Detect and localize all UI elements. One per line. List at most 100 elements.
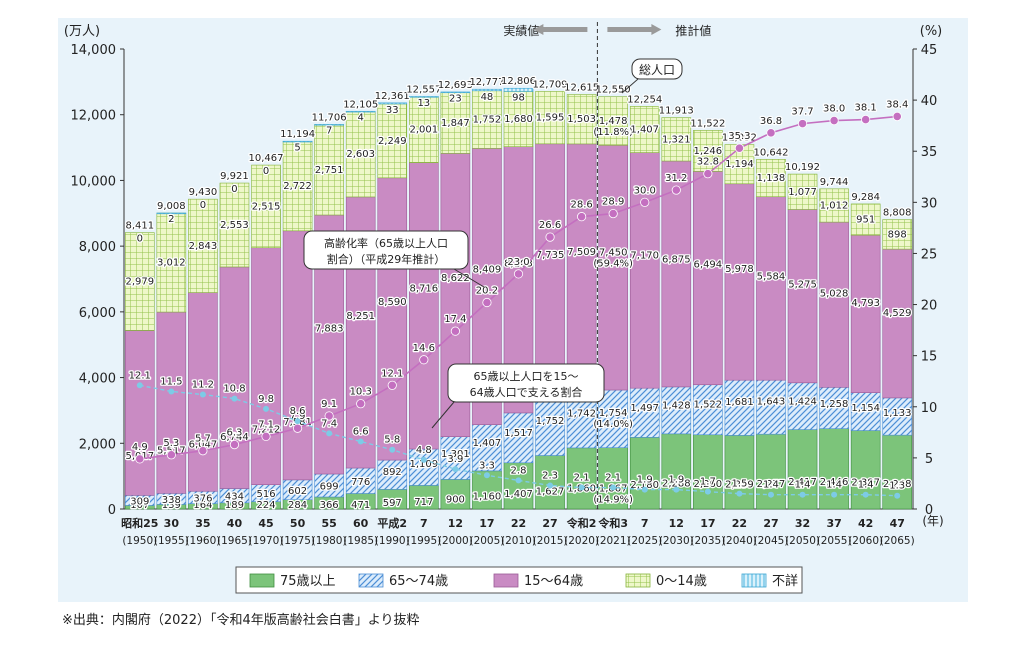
svg-text:7: 7 bbox=[326, 126, 332, 137]
svg-text:1,407: 1,407 bbox=[473, 438, 502, 449]
svg-text:9,921: 9,921 bbox=[220, 171, 249, 182]
svg-text:12,254: 12,254 bbox=[627, 94, 662, 105]
bar-segment bbox=[219, 182, 250, 268]
svg-text:434: 434 bbox=[225, 492, 244, 503]
svg-text:8,103: 8,103 bbox=[504, 258, 533, 269]
bar-value-label: (14.9%)(14.9%) bbox=[592, 493, 634, 507]
x-tick-label: 22 bbox=[732, 517, 747, 530]
y2-tick-label: 30 bbox=[921, 196, 938, 211]
y2-tick-label: 40 bbox=[921, 94, 938, 109]
svg-text:1,847: 1,847 bbox=[441, 118, 470, 129]
support-ratio-label: 1.51.5 bbox=[730, 477, 749, 491]
svg-text:12,361: 12,361 bbox=[375, 91, 410, 102]
svg-text:20.2: 20.2 bbox=[476, 286, 498, 297]
svg-text:7.9: 7.9 bbox=[290, 411, 306, 422]
support-ratio-point bbox=[294, 418, 301, 425]
y-tick-label: 6,000 bbox=[79, 306, 116, 321]
support-ratio-label: 3.93.9 bbox=[446, 453, 465, 467]
x-tick-year: (2020) bbox=[564, 535, 599, 547]
bar-segment bbox=[756, 159, 786, 198]
support-ratio-label: 1.71.7 bbox=[699, 475, 718, 489]
svg-text:164: 164 bbox=[193, 500, 212, 511]
bar-segment bbox=[282, 140, 313, 143]
svg-text:2,001: 2,001 bbox=[409, 125, 438, 136]
bar-segment bbox=[882, 219, 913, 250]
svg-text:12,693: 12,693 bbox=[438, 80, 473, 91]
x-tick-label: 7 bbox=[420, 517, 428, 530]
svg-text:7,450: 7,450 bbox=[599, 247, 628, 258]
support-ratio-point bbox=[767, 491, 774, 498]
svg-text:8,251: 8,251 bbox=[346, 311, 375, 322]
svg-text:2.3: 2.3 bbox=[542, 470, 558, 481]
y2-tick-label: 45 bbox=[921, 43, 938, 58]
svg-text:2,722: 2,722 bbox=[283, 181, 312, 192]
svg-text:2,417: 2,417 bbox=[788, 477, 817, 488]
unknown-value-label: 55 bbox=[293, 141, 302, 155]
svg-text:2,277: 2,277 bbox=[757, 479, 786, 490]
svg-text:7,735: 7,735 bbox=[536, 250, 565, 261]
support-ratio-label: 1.41.4 bbox=[762, 478, 781, 492]
svg-text:5: 5 bbox=[294, 142, 300, 153]
aging-callout-box bbox=[303, 230, 469, 270]
support-ratio-point bbox=[452, 466, 459, 473]
legend-label: 不詳 bbox=[772, 573, 798, 589]
bar-segment bbox=[124, 330, 155, 496]
svg-text:10,467: 10,467 bbox=[249, 153, 284, 164]
support-ratio-point bbox=[578, 484, 585, 491]
x-tick-year: (1975) bbox=[280, 535, 315, 547]
svg-text:1,321: 1,321 bbox=[662, 134, 691, 145]
x-tick-label: 令和3 bbox=[597, 516, 628, 530]
x-tick-year: (2060) bbox=[848, 535, 883, 547]
svg-text:2: 2 bbox=[168, 214, 174, 225]
svg-text:7.4: 7.4 bbox=[321, 418, 337, 429]
svg-text:471: 471 bbox=[351, 500, 370, 511]
svg-text:900: 900 bbox=[446, 495, 465, 506]
x-tick-year: (1950) bbox=[122, 535, 157, 547]
bar-segment bbox=[819, 221, 849, 388]
svg-text:1.4: 1.4 bbox=[763, 480, 779, 491]
svg-text:36.8: 36.8 bbox=[760, 116, 782, 127]
svg-text:107: 107 bbox=[130, 500, 149, 511]
x-tick-label: 50 bbox=[290, 517, 306, 530]
svg-text:2,249: 2,249 bbox=[378, 136, 407, 147]
svg-text:31.2: 31.2 bbox=[665, 173, 687, 184]
svg-text:10.3: 10.3 bbox=[350, 387, 372, 398]
svg-text:(59.4%): (59.4%) bbox=[593, 258, 633, 269]
bar-segment bbox=[345, 111, 376, 198]
svg-text:7.9: 7.9 bbox=[290, 411, 306, 422]
svg-text:1,154: 1,154 bbox=[851, 403, 880, 414]
svg-text:7.1: 7.1 bbox=[258, 419, 274, 430]
svg-text:366: 366 bbox=[320, 500, 339, 511]
aging-rate-label: 28.628.6 bbox=[569, 198, 594, 212]
svg-text:1.4: 1.4 bbox=[826, 480, 842, 491]
legend-swatch bbox=[741, 573, 767, 588]
bar-segment bbox=[472, 88, 502, 92]
bar-segment bbox=[661, 433, 692, 510]
svg-text:26.6: 26.6 bbox=[539, 220, 561, 231]
bar-segment bbox=[282, 230, 313, 481]
svg-text:1,424: 1,424 bbox=[788, 397, 817, 408]
svg-text:2,553: 2,553 bbox=[220, 220, 249, 231]
aging-rate-point bbox=[135, 454, 145, 464]
x-tick-year: (2025) bbox=[627, 535, 662, 547]
support-ratio-label: 2.32.3 bbox=[541, 469, 560, 483]
support-ratio-point bbox=[326, 430, 333, 437]
svg-text:1,680: 1,680 bbox=[504, 114, 533, 125]
support-ratio-label: 1.31.3 bbox=[888, 479, 907, 493]
